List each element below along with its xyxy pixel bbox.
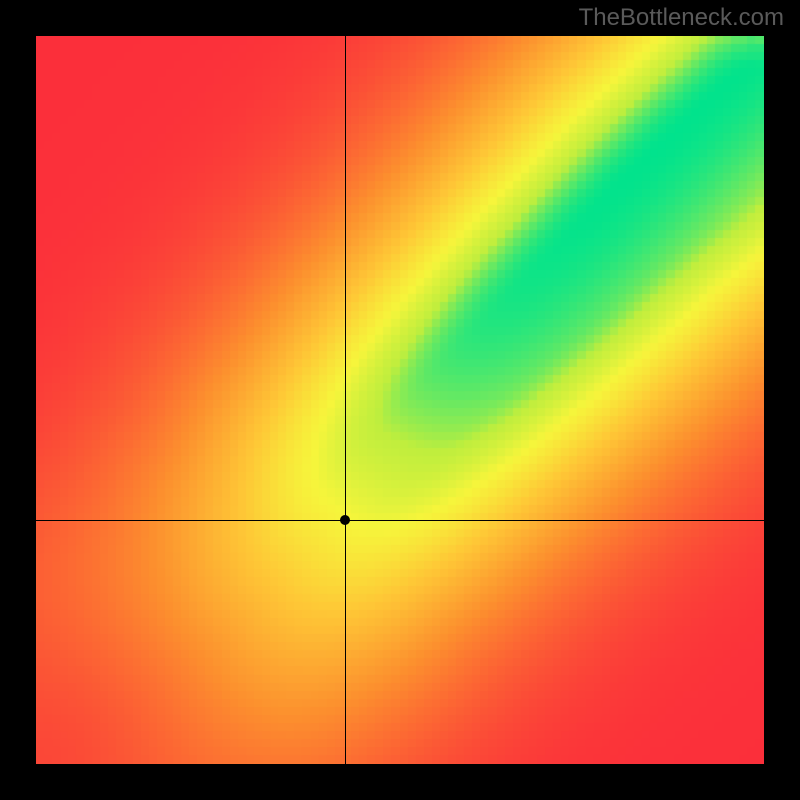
watermark-text: TheBottleneck.com: [579, 4, 784, 32]
plot-area: [36, 36, 764, 764]
crosshair-horizontal: [36, 520, 764, 521]
heatmap-canvas: [36, 36, 764, 764]
crosshair-vertical: [345, 36, 346, 764]
data-point-marker: [340, 515, 350, 525]
